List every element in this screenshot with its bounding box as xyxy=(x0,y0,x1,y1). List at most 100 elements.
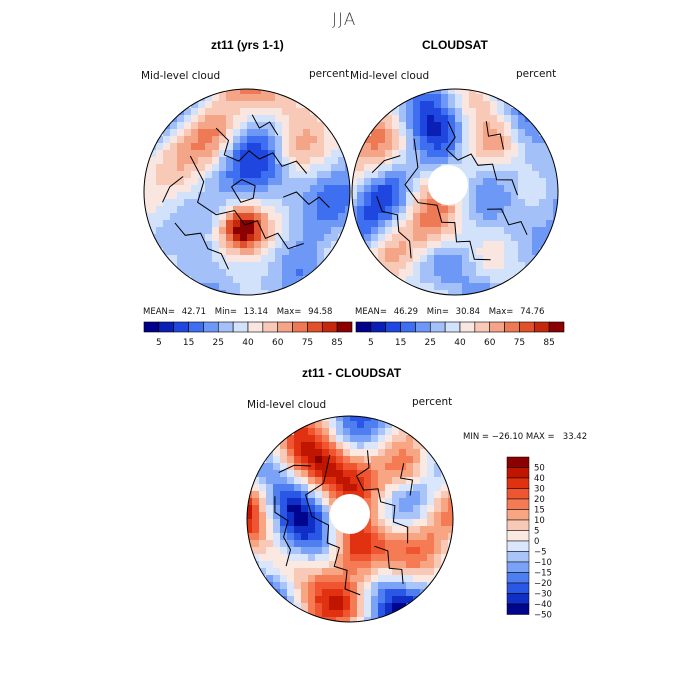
field-cell xyxy=(254,220,262,228)
field-cell xyxy=(364,199,372,207)
field-cell xyxy=(392,526,400,534)
colorbar-box xyxy=(336,321,353,333)
field-cell xyxy=(392,192,400,200)
field-cell xyxy=(212,192,220,200)
map-field-cells xyxy=(247,416,453,622)
field-cell xyxy=(273,568,281,576)
field-cell xyxy=(357,540,365,548)
field-cell xyxy=(371,561,379,569)
field-cell xyxy=(282,164,290,172)
field-cell xyxy=(198,199,206,207)
field-cell xyxy=(212,178,220,186)
field-cell xyxy=(406,596,414,604)
field-cell xyxy=(308,610,316,618)
field-cell xyxy=(273,463,281,471)
field-cell xyxy=(364,603,372,611)
field-cell xyxy=(268,213,276,221)
field-cell xyxy=(240,150,248,158)
field-cell xyxy=(511,241,519,249)
field-cell xyxy=(324,220,332,228)
field-cell xyxy=(184,115,192,123)
field-cell xyxy=(350,575,358,583)
colorbar-tick-label: 5 xyxy=(156,338,162,347)
field-cell xyxy=(254,143,262,151)
field-cell xyxy=(497,101,505,109)
field-cell xyxy=(268,206,276,214)
field-cell xyxy=(301,477,309,485)
coastline xyxy=(251,114,279,136)
field-cell xyxy=(308,491,316,499)
field-cell xyxy=(532,178,540,186)
field-cell xyxy=(252,561,260,569)
field-cell xyxy=(329,554,337,562)
field-cell xyxy=(170,122,178,130)
field-cell xyxy=(357,568,365,576)
field-cell xyxy=(364,491,372,499)
field-cell xyxy=(364,185,372,193)
field-cell xyxy=(315,477,323,485)
field-cell xyxy=(483,129,491,137)
field-cell xyxy=(385,547,393,555)
colorbar-box xyxy=(506,572,530,584)
field-cell xyxy=(308,582,316,590)
field-cell xyxy=(198,108,206,116)
field-cell xyxy=(413,136,421,144)
field-cell xyxy=(268,234,276,242)
field-cell xyxy=(308,477,316,485)
field-cell xyxy=(427,206,435,214)
field-cell xyxy=(385,241,393,249)
field-cell xyxy=(331,185,339,193)
field-cell xyxy=(338,185,346,193)
field-cell xyxy=(532,150,540,158)
field-cell xyxy=(455,136,463,144)
field-cell xyxy=(289,164,297,172)
field-cell xyxy=(177,108,185,116)
field-cell xyxy=(268,164,276,172)
field-cell xyxy=(413,484,421,492)
field-cell xyxy=(448,115,456,123)
field-cell xyxy=(280,435,288,443)
field-cell xyxy=(219,136,227,144)
field-cell xyxy=(399,262,407,270)
field-cell xyxy=(294,603,302,611)
panel-3-map xyxy=(246,415,454,623)
field-cell xyxy=(212,262,220,270)
field-cell xyxy=(420,575,428,583)
field-cell xyxy=(273,547,281,555)
field-cell xyxy=(441,526,449,534)
field-cell xyxy=(434,554,442,562)
field-cell xyxy=(399,442,407,450)
field-cell xyxy=(357,561,365,569)
field-cell xyxy=(497,248,505,256)
field-cell xyxy=(357,428,365,436)
colorbar-box xyxy=(506,467,530,479)
field-cell xyxy=(455,255,463,263)
field-cell xyxy=(156,206,164,214)
field-cell xyxy=(254,290,262,295)
field-cell xyxy=(378,442,386,450)
field-cell xyxy=(455,129,463,137)
field-cell xyxy=(317,234,325,242)
field-cell xyxy=(259,526,267,534)
coastline xyxy=(404,138,491,261)
field-cell xyxy=(371,227,379,235)
field-cell xyxy=(301,575,309,583)
field-cell xyxy=(275,220,283,228)
field-cell xyxy=(338,157,346,165)
field-cell xyxy=(469,206,477,214)
field-cell xyxy=(399,108,407,116)
field-cell xyxy=(191,178,199,186)
field-cell xyxy=(198,143,206,151)
field-cell xyxy=(462,164,470,172)
field-cell xyxy=(212,171,220,179)
field-cell xyxy=(240,262,248,270)
field-cell xyxy=(287,498,295,506)
field-cell xyxy=(301,505,309,513)
field-cell xyxy=(462,290,470,295)
field-cell xyxy=(275,241,283,249)
field-cell xyxy=(282,143,290,151)
field-cell xyxy=(261,122,269,130)
field-cell xyxy=(273,449,281,457)
field-cell xyxy=(399,206,407,214)
field-cell xyxy=(275,213,283,221)
